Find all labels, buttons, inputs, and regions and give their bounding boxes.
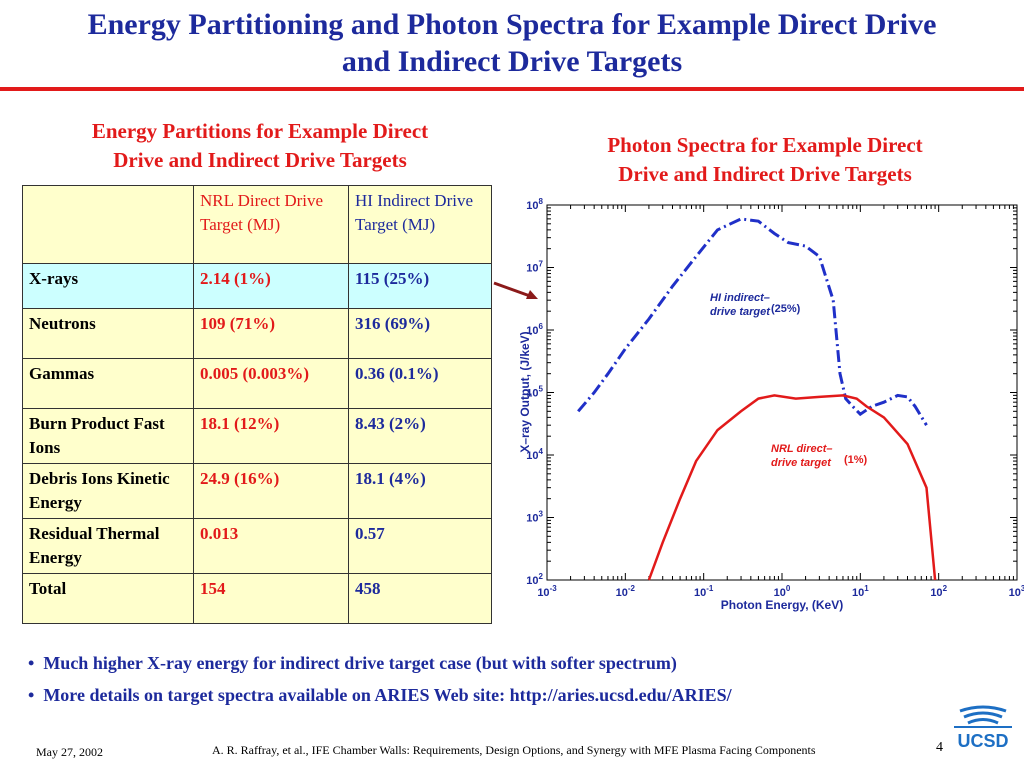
y-axis-label: X–ray Output, (J/keV) — [518, 331, 532, 452]
y-tick-label: 105 — [526, 385, 543, 400]
row-label: Gammas — [22, 358, 194, 409]
x-tick-label: 10-2 — [616, 584, 636, 599]
table-row: Total 154 458 — [22, 573, 492, 624]
energy-partition-table: NRL Direct Drive Target (MJ) HI Indirect… — [22, 185, 492, 624]
ucsd-logo: UCSD — [954, 705, 1012, 751]
table-row: Neutrons 109 (71%) 316 (69%) — [22, 308, 492, 359]
y-tick-label: 104 — [526, 447, 543, 462]
hi-value: 18.1 (4%) — [348, 463, 492, 519]
title-divider — [0, 87, 1024, 91]
hi-value: 0.57 — [348, 518, 492, 574]
y-tick-labels: 102 103 104 105 106 107 108 — [526, 197, 543, 587]
bullet-text: More details on target spectra available… — [43, 685, 732, 705]
chart-heading-line1: Photon Spectra for Example Direct — [607, 133, 923, 157]
nrl-annotation-line2: drive target — [771, 457, 832, 469]
nrl-value: 24.9 (16%) — [193, 463, 349, 519]
table-row: Burn Product Fast Ions 18.1 (12%) 8.43 (… — [22, 408, 492, 464]
slide-title: Energy Partitioning and Photon Spectra f… — [0, 6, 1024, 80]
hi-value: 316 (69%) — [348, 308, 492, 359]
table-row: Gammas 0.005 (0.003%) 0.36 (0.1%) — [22, 358, 492, 409]
x-axis-label: Photon Energy, (KeV) — [721, 598, 843, 612]
chart-heading-line2: Drive and Indirect Drive Targets — [618, 162, 912, 186]
hi-value: 0.36 (0.1%) — [348, 358, 492, 409]
nrl-value: 0.013 — [193, 518, 349, 574]
table-header-cell: NRL Direct Drive Target (MJ) — [193, 185, 349, 264]
nrl-annotation-line1: NRL direct– — [771, 443, 833, 455]
footer-citation: A. R. Raffray, et al., IFE Chamber Walls… — [212, 743, 816, 757]
x-tick-label: 10-3 — [537, 584, 557, 599]
table-row: Debris Ions Kinetic Energy 24.9 (16%) 18… — [22, 463, 492, 519]
row-label: Burn Product Fast Ions — [22, 408, 194, 464]
hi-value: 115 (25%) — [348, 263, 492, 309]
nrl-annotation-pct: (1%) — [844, 454, 868, 466]
page-number: 4 — [936, 740, 943, 755]
x-tick-label: 100 — [774, 584, 791, 599]
x-tick-label: 101 — [852, 584, 869, 599]
chart-heading: Photon Spectra for Example Direct Drive … — [555, 131, 975, 189]
nrl-value: 154 — [193, 573, 349, 624]
hi-annotation-line1: HI indirect– — [710, 292, 770, 304]
table-row: X-rays 2.14 (1%) 115 (25%) — [22, 263, 492, 309]
slide-title-line1: Energy Partitioning and Photon Spectra f… — [87, 8, 937, 41]
hi-annotation-line2: drive target — [710, 306, 771, 318]
row-label: Neutrons — [22, 308, 194, 359]
x-tick-label: 103 — [1009, 584, 1024, 599]
bullet-text: Much higher X-ray energy for indirect dr… — [43, 653, 677, 673]
row-label: Residual Thermal Energy — [22, 518, 194, 574]
x-tick-label: 102 — [930, 584, 947, 599]
row-label: Total — [22, 573, 194, 624]
bullet-list: • Much higher X-ray energy for indirect … — [28, 647, 1008, 711]
bullet-item: • Much higher X-ray energy for indirect … — [28, 653, 677, 673]
table-heading-line1: Energy Partitions for Example Direct — [91, 119, 429, 143]
y-tick-label: 106 — [526, 322, 543, 337]
plot-frame — [546, 204, 1018, 581]
nrl-direct-series-line — [647, 394, 937, 581]
nrl-value: 18.1 (12%) — [193, 408, 349, 464]
bullet-item: • More details on target spectra availab… — [28, 685, 732, 705]
nrl-value: 109 (71%) — [193, 308, 349, 359]
table-heading-line2: Drive and Indirect Drive Targets — [113, 148, 407, 172]
table-row: Residual Thermal Energy 0.013 0.57 — [22, 518, 492, 574]
y-tick-label: 107 — [526, 260, 543, 275]
x-tick-labels: 10-3 10-2 10-1 100 101 102 103 — [537, 584, 1024, 599]
hi-value: 8.43 (2%) — [348, 408, 492, 464]
slide-title-line2: and Indirect Drive Targets — [341, 45, 683, 78]
y-tick-label: 103 — [526, 510, 543, 525]
row-label: Debris Ions Kinetic Energy — [22, 463, 194, 519]
hi-annotation-pct: (25%) — [771, 303, 801, 315]
photon-spectra-chart: 10-3 10-2 10-1 100 101 102 103 102 103 104 105 106… — [518, 197, 1024, 612]
y-tick-label: 108 — [526, 197, 543, 212]
table-heading: Energy Partitions for Example Direct Dri… — [40, 117, 480, 175]
y-tick-label: 102 — [526, 572, 543, 587]
nrl-value: 2.14 (1%) — [193, 263, 349, 309]
ucsd-logo-text: UCSD — [957, 731, 1008, 751]
nrl-value: 0.005 (0.003%) — [193, 358, 349, 409]
hi-indirect-series-line — [577, 217, 928, 426]
table-header-cell — [22, 185, 194, 264]
footer-date: May 27, 2002 — [36, 745, 103, 759]
row-label: X-rays — [22, 263, 194, 309]
pointer-arrow — [493, 281, 538, 299]
table-header-row: NRL Direct Drive Target (MJ) HI Indirect… — [22, 185, 492, 264]
hi-value: 458 — [348, 573, 492, 624]
table-header-cell: HI Indirect Drive Target (MJ) — [348, 185, 492, 264]
x-tick-label: 10-1 — [694, 584, 714, 599]
